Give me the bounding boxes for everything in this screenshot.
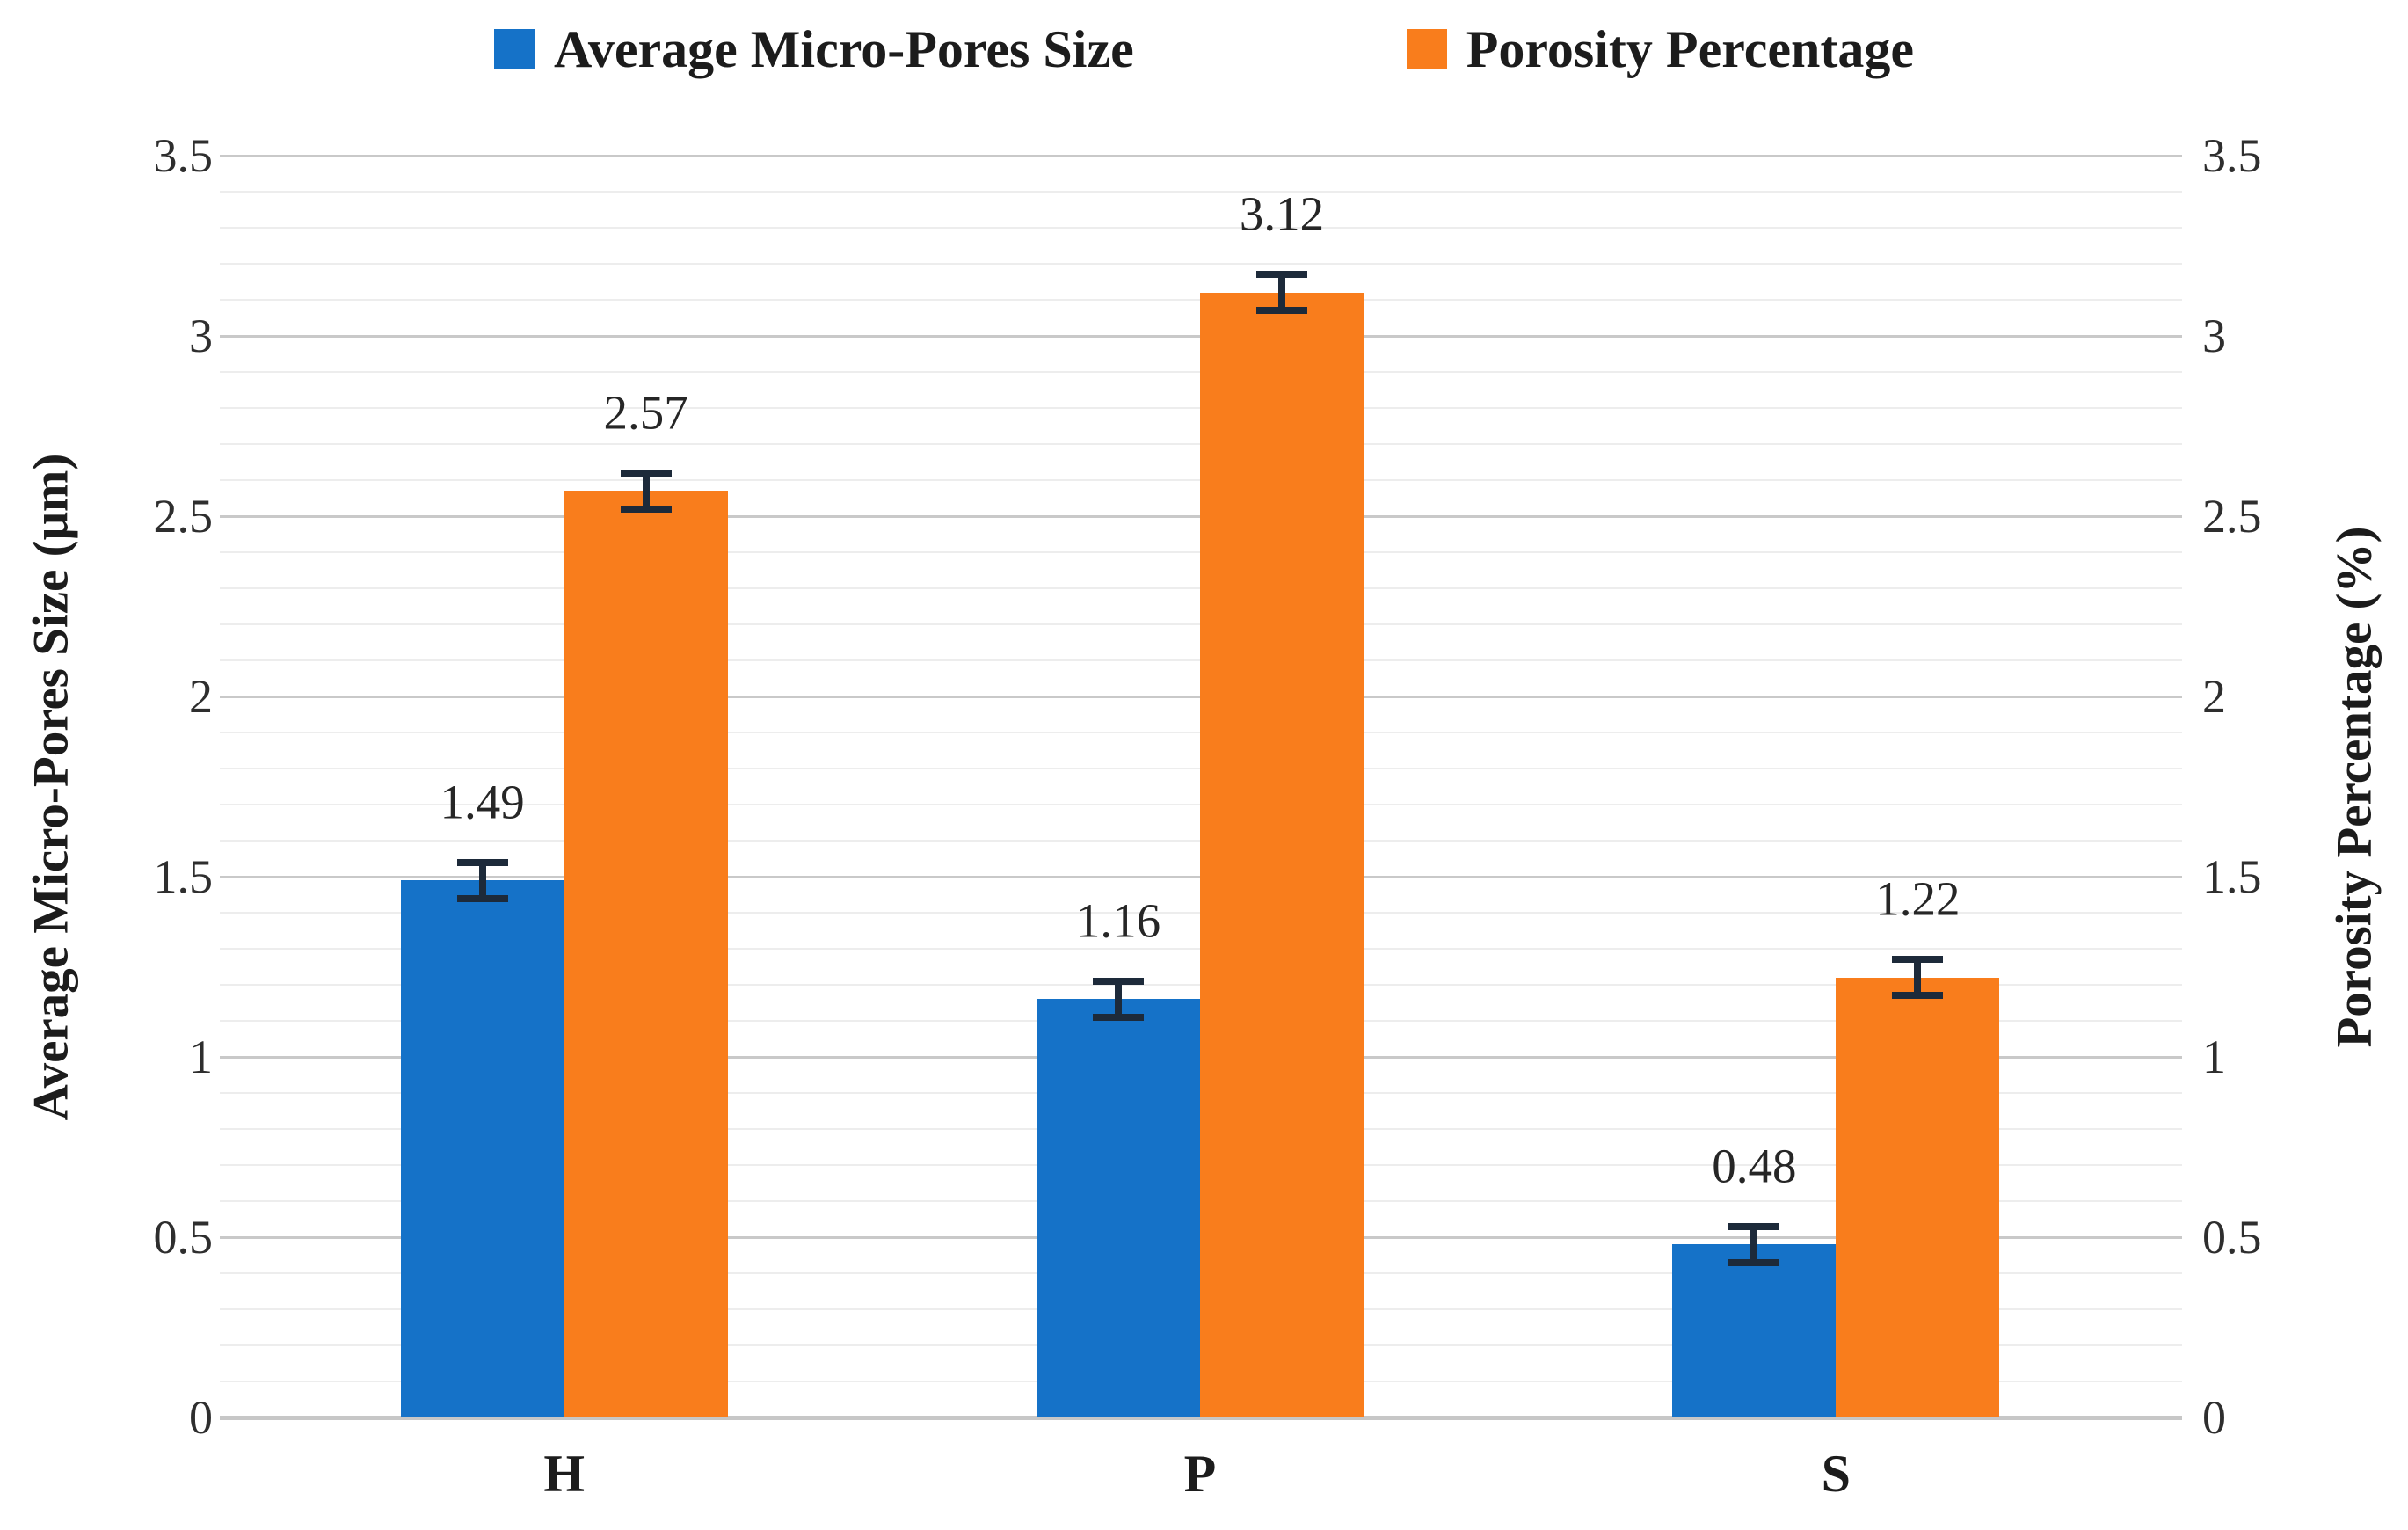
bar-H-micro-pores-size bbox=[400, 880, 564, 1417]
chart-legend: Average Micro-Pores Size Porosity Percen… bbox=[0, 23, 2408, 76]
bar-value-label-P: 1.16 bbox=[1075, 893, 1161, 948]
bar-S-micro-pores-size bbox=[1672, 1244, 1837, 1417]
category-label-P: P bbox=[1183, 1445, 1217, 1503]
legend-swatch-blue-icon bbox=[494, 29, 535, 69]
left-axis-tick-label: 2.5 bbox=[153, 490, 214, 543]
error-bar-cap bbox=[1892, 992, 1944, 1000]
bar-H-porosity-percentage bbox=[564, 491, 728, 1417]
bar-value-label-P: 3.12 bbox=[1239, 186, 1325, 241]
error-bar-cap bbox=[1093, 1014, 1144, 1021]
error-bar-cap bbox=[620, 469, 672, 477]
right-axis-title: Porosity Percentage (%) bbox=[2326, 526, 2383, 1048]
error-bar bbox=[1278, 271, 1285, 315]
left-axis-tick-label: 1.5 bbox=[153, 850, 214, 903]
error-bar bbox=[1115, 977, 1122, 1021]
right-axis-tick-label: 2.5 bbox=[2202, 490, 2262, 543]
error-bar-cap bbox=[1256, 271, 1307, 279]
grid-line-minor bbox=[220, 226, 2182, 229]
bar-value-label-S: 0.48 bbox=[1712, 1139, 1797, 1193]
left-axis-tick-label: 3.5 bbox=[153, 129, 214, 182]
right-axis-tick-label: 1 bbox=[2202, 1031, 2226, 1083]
left-axis-tick-label: 0 bbox=[189, 1391, 213, 1444]
legend-item-average-micro-pores-size: Average Micro-Pores Size bbox=[494, 23, 1134, 76]
error-bar-cap bbox=[620, 505, 672, 513]
bar-value-label-H: 1.49 bbox=[440, 775, 525, 828]
x-axis-baseline bbox=[220, 1415, 2182, 1420]
left-axis-title: Average Micro-Pores Size (μm) bbox=[23, 453, 79, 1121]
error-bar-cap bbox=[456, 858, 508, 866]
left-axis-tick-label: 2 bbox=[189, 670, 213, 723]
legend-item-porosity-percentage: Porosity Percentage bbox=[1406, 20, 1914, 78]
right-axis-tick-label: 3 bbox=[2202, 310, 2226, 362]
error-bar bbox=[642, 469, 650, 513]
legend-label: Porosity Percentage bbox=[1466, 20, 1914, 78]
legend-swatch-orange-icon bbox=[1406, 29, 1447, 69]
error-bar-cap bbox=[456, 894, 508, 902]
error-bar-cap bbox=[1728, 1258, 1780, 1266]
legend-label: Average Micro-Pores Size bbox=[554, 20, 1134, 78]
bar-value-label-H: 2.57 bbox=[603, 385, 688, 440]
error-bar bbox=[1914, 956, 1922, 1000]
right-axis-tick-label: 2 bbox=[2202, 670, 2226, 723]
error-bar-cap bbox=[1728, 1222, 1780, 1230]
bar-S-porosity-percentage bbox=[1836, 977, 2000, 1417]
grid-line-minor bbox=[220, 190, 2182, 193]
right-axis-tick-label: 0.5 bbox=[2202, 1211, 2262, 1264]
left-axis-tick-label: 1 bbox=[189, 1031, 213, 1083]
category-label-S: S bbox=[1821, 1445, 1851, 1503]
error-bar-cap bbox=[1892, 956, 1944, 964]
grid-line-minor bbox=[220, 262, 2182, 265]
error-bar bbox=[478, 858, 486, 902]
error-bar-cap bbox=[1256, 307, 1307, 315]
bar-value-label-S: 1.22 bbox=[1875, 871, 1961, 926]
right-axis-tick-label: 0 bbox=[2202, 1391, 2226, 1444]
error-bar bbox=[1750, 1222, 1758, 1266]
left-axis-tick-label: 0.5 bbox=[153, 1211, 214, 1264]
bar-P-porosity-percentage bbox=[1200, 292, 1364, 1417]
category-label-H: H bbox=[543, 1445, 585, 1503]
left-axis-tick-label: 3 bbox=[189, 310, 213, 362]
right-axis-tick-label: 3.5 bbox=[2202, 129, 2262, 182]
right-axis-tick-label: 1.5 bbox=[2202, 850, 2262, 903]
bar-P-micro-pores-size bbox=[1037, 999, 1200, 1417]
error-bar-cap bbox=[1093, 977, 1144, 985]
grid-line-major bbox=[220, 154, 2182, 157]
